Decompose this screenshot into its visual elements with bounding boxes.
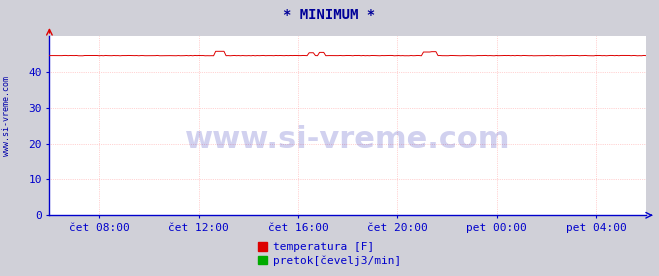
- Text: www.si-vreme.com: www.si-vreme.com: [2, 76, 11, 156]
- Legend: temperatura [F], pretok[čevelj3/min]: temperatura [F], pretok[čevelj3/min]: [254, 238, 405, 270]
- Text: * MINIMUM *: * MINIMUM *: [283, 8, 376, 22]
- Text: www.si-vreme.com: www.si-vreme.com: [185, 125, 510, 155]
